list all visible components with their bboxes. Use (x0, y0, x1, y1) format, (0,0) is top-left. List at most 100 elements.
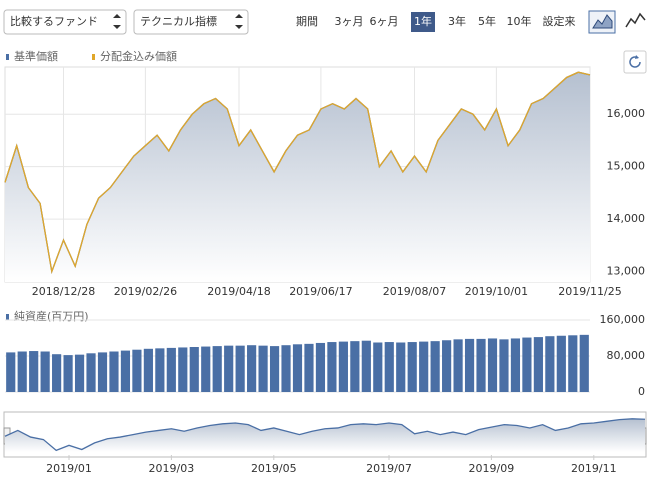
bar (384, 342, 394, 392)
bar (510, 338, 521, 392)
bar (464, 338, 475, 392)
bar (476, 338, 486, 392)
bar (361, 340, 371, 392)
bar (52, 354, 62, 392)
y-tick-label: 13,000 (607, 265, 646, 278)
period-button[interactable]: 3ヶ月 (335, 15, 364, 28)
bar (6, 352, 16, 392)
technical-select-label: テクニカル指標 (140, 14, 217, 28)
x-tick-label: 2019/02/26 (114, 285, 177, 298)
legend-swatch (92, 54, 95, 60)
period-button[interactable]: 5年 (478, 14, 496, 28)
y-tick-label: 80,000 (607, 349, 646, 362)
bar (292, 344, 303, 392)
bar (453, 339, 463, 392)
bar (189, 347, 199, 392)
legend-swatch (6, 54, 9, 60)
bar-title: 純資産(百万円) (14, 310, 89, 323)
period-button-label: 6ヶ月 (370, 15, 399, 28)
bar (143, 348, 153, 392)
bar-title-swatch (6, 314, 9, 320)
y-tick-label: 15,000 (607, 160, 646, 173)
period-button[interactable]: 6ヶ月 (370, 15, 399, 28)
bar (166, 347, 176, 392)
period-button-label: 設定来 (543, 14, 576, 28)
bar (120, 350, 131, 392)
bar (97, 352, 108, 392)
bar (155, 348, 165, 392)
x-tick-label: 2019/04/18 (207, 285, 270, 298)
bar (327, 342, 337, 392)
x-tick-label: 2019/05 (251, 462, 297, 475)
x-tick-label: 2019/01 (46, 462, 92, 475)
period-button-label: 5年 (478, 14, 496, 28)
line-chart-toggle[interactable] (622, 11, 646, 33)
bar (281, 345, 291, 392)
bar (568, 335, 578, 392)
period-label: 期間 (296, 15, 318, 28)
bar (442, 340, 452, 392)
y-tick-label: 16,000 (607, 107, 646, 120)
bar (579, 334, 589, 392)
x-tick-label: 2019/08/07 (383, 285, 446, 298)
area (5, 72, 590, 283)
area (5, 418, 645, 452)
line (4, 71, 591, 275)
bar (315, 342, 326, 392)
period-button-label: 1年 (414, 14, 432, 28)
bar (430, 341, 440, 392)
bar (545, 336, 555, 392)
period-button-label: 10年 (507, 14, 532, 28)
x-tick-label: 2019/09 (469, 462, 515, 475)
refresh-button[interactable] (623, 50, 647, 74)
period-button[interactable]: 設定来 (543, 14, 576, 28)
period-button[interactable]: 3年 (448, 14, 466, 28)
bar (235, 345, 245, 392)
bar (224, 345, 234, 392)
period-button-label: 3ヶ月 (335, 15, 364, 28)
bar (86, 353, 96, 392)
bar (419, 341, 429, 392)
bar (487, 338, 498, 392)
period-button[interactable]: 10年 (507, 14, 532, 28)
legend-label: 分配金込み価額 (100, 49, 177, 63)
y-tick-label: 14,000 (607, 212, 646, 225)
bar (63, 355, 73, 392)
x-tick-label: 2019/03 (149, 462, 195, 475)
period-button[interactable]: 1年 (411, 12, 435, 32)
legend-label: 基準価額 (14, 49, 58, 63)
bar (132, 349, 142, 392)
compare-select[interactable]: 比較するファンド (3, 9, 127, 35)
bar (396, 342, 406, 392)
period-active-bg (411, 12, 435, 32)
x-tick-label: 2019/06/17 (289, 285, 352, 298)
x-tick-label: 2019/07 (366, 462, 412, 475)
bar (212, 346, 222, 392)
y-tick-label: 0 (638, 385, 645, 398)
bar (304, 343, 314, 392)
bar (258, 345, 268, 392)
x-tick-label: 2019/10/01 (465, 285, 528, 298)
technical-select[interactable]: テクニカル指標 (133, 9, 249, 35)
bar (373, 342, 383, 392)
y-tick-label: 160,000 (600, 313, 646, 326)
compare-select-label: 比較するファンド (10, 14, 98, 28)
bar (533, 337, 543, 392)
bar (407, 342, 417, 392)
bar (269, 346, 280, 392)
bar (338, 341, 348, 392)
bar (40, 351, 50, 392)
bar (74, 354, 85, 392)
bar (201, 346, 211, 392)
bar (109, 351, 119, 392)
area-chart-toggle[interactable] (588, 10, 616, 34)
bar (522, 337, 532, 392)
bar (29, 351, 39, 392)
bar (17, 351, 27, 392)
bar (247, 345, 257, 392)
x-tick-label: 2018/12/28 (32, 285, 95, 298)
period-button-label: 3年 (448, 14, 466, 28)
x-tick-label: 2019/11/25 (558, 285, 621, 298)
x-tick-label: 2019/11 (571, 462, 617, 475)
